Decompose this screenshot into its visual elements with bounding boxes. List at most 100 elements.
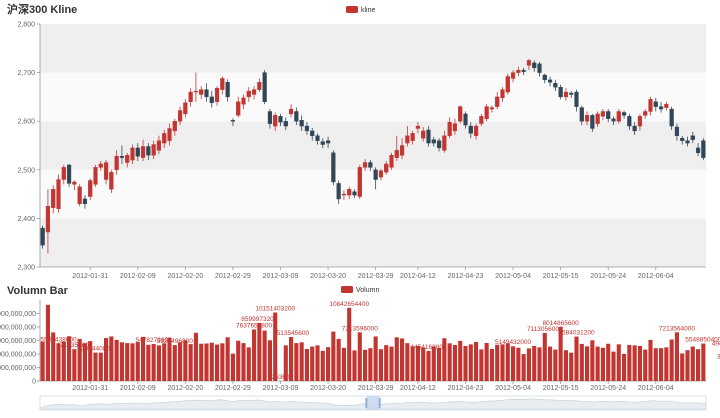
volume-bar [294, 343, 299, 381]
candle-body [616, 111, 621, 122]
volume-bar [378, 349, 383, 381]
volume-bar [489, 349, 494, 381]
volume-bar [326, 347, 331, 381]
candle-body [526, 60, 532, 66]
volume-bar [632, 345, 637, 381]
volume-bar [690, 346, 695, 381]
candle-body [648, 99, 653, 112]
candle-body [399, 145, 405, 156]
volume-bar [146, 344, 151, 381]
volume-bar [246, 347, 251, 381]
volume-legend[interactable]: Volumn [341, 286, 379, 294]
volume-bar [299, 342, 304, 381]
candle-body [241, 97, 246, 105]
volume-bar [368, 348, 373, 381]
volume-bar [505, 343, 510, 381]
candle-body [82, 198, 88, 205]
candle-body [373, 169, 378, 180]
kline-legend[interactable]: kline [346, 6, 376, 14]
candle-body [130, 147, 135, 161]
volume-bar [341, 347, 346, 381]
slider-left-handle[interactable] [365, 398, 368, 408]
candle-body [637, 116, 643, 127]
candle-body [516, 69, 521, 73]
volume-bar [93, 352, 98, 381]
candle-body [389, 155, 394, 168]
volume-bar [230, 353, 235, 381]
candle-body [214, 87, 220, 102]
volume-bar [452, 344, 457, 381]
candle-body [135, 147, 140, 157]
volume-bar [40, 341, 45, 381]
kline-grid-band [40, 169, 706, 219]
candle-body [315, 135, 320, 141]
candle-body [542, 74, 547, 81]
volume-bar [373, 336, 378, 381]
volume-bar [606, 343, 611, 381]
candle-body [643, 111, 648, 116]
candle-body [394, 150, 399, 158]
candle-body [336, 183, 341, 200]
slider-selection-window[interactable] [366, 396, 380, 410]
volume-x-tick-label: 2012-02-09 [120, 385, 156, 392]
candle-body [468, 125, 473, 134]
volume-bar [701, 343, 706, 381]
candle-body [45, 206, 51, 233]
volume-bar [315, 345, 320, 381]
candle-body [331, 152, 336, 183]
volume-bar [579, 343, 584, 381]
volume-bar [590, 340, 595, 381]
volume-bar [104, 338, 109, 381]
kline-grid-band [40, 72, 706, 122]
volume-bar-label: 4716357600 [56, 342, 93, 349]
volume-bar-label: 4208440800 [77, 346, 114, 353]
volume-x-tick-label: 2012-04-12 [400, 385, 436, 392]
volume-bar [442, 338, 447, 381]
candle-body [162, 133, 167, 144]
candle-body [273, 115, 278, 127]
candle-body [98, 163, 103, 168]
volume-bar [558, 326, 563, 381]
kline-x-tick-label: 2012-05-04 [495, 273, 531, 280]
volume-y-tick-label: 4,000,000,000 [0, 352, 36, 359]
volume-bar [336, 338, 341, 381]
volume-bar [426, 350, 431, 381]
volume-bar [98, 352, 103, 381]
volume-bar-label: 5588438000 [40, 336, 77, 343]
candle-body [521, 69, 526, 72]
slider-right-handle[interactable] [378, 398, 381, 408]
candle-body [341, 193, 347, 196]
volume-bar [51, 332, 56, 381]
kline-x-tick-label: 2012-05-15 [543, 273, 579, 280]
kline-x-tick-label: 2012-04-23 [448, 273, 484, 280]
volume-bar [77, 338, 82, 381]
candle-body [410, 133, 415, 141]
volume-bar [611, 351, 616, 381]
candle-body [188, 91, 193, 102]
volume-bar [463, 345, 468, 381]
volume-bar-label: 10842654400 [329, 301, 369, 308]
kline-y-tick-label: 2,800 [17, 22, 35, 29]
volume-bar [88, 341, 93, 381]
kline-title: 沪深300 Kline [7, 2, 77, 16]
volume-plot-area: 0 2,000,000,000 4,000,000,000 6,000,000,000… [0, 300, 720, 392]
kline-y-tick-label: 2,400 [17, 216, 35, 223]
data-zoom-slider[interactable] [39, 395, 707, 411]
volume-legend-swatch [341, 286, 353, 293]
candle-body [590, 115, 595, 129]
kline-y-tick-label: 2,300 [17, 265, 35, 272]
volume-bar [384, 345, 389, 381]
volume-bar [236, 340, 241, 381]
volume-bar [616, 344, 621, 381]
volume-bar [664, 347, 669, 381]
candle-body [632, 125, 637, 132]
kline-y-tick-label: 2,500 [17, 167, 35, 174]
candle-body [61, 167, 66, 180]
volume-x-tick-label: 2012-04-23 [448, 385, 484, 392]
volume-bar [347, 307, 352, 381]
volume-bar [574, 336, 579, 381]
volume-bar [220, 343, 225, 381]
candle-body [209, 96, 214, 103]
volume-bar [532, 345, 537, 381]
volume-bar [674, 332, 679, 381]
